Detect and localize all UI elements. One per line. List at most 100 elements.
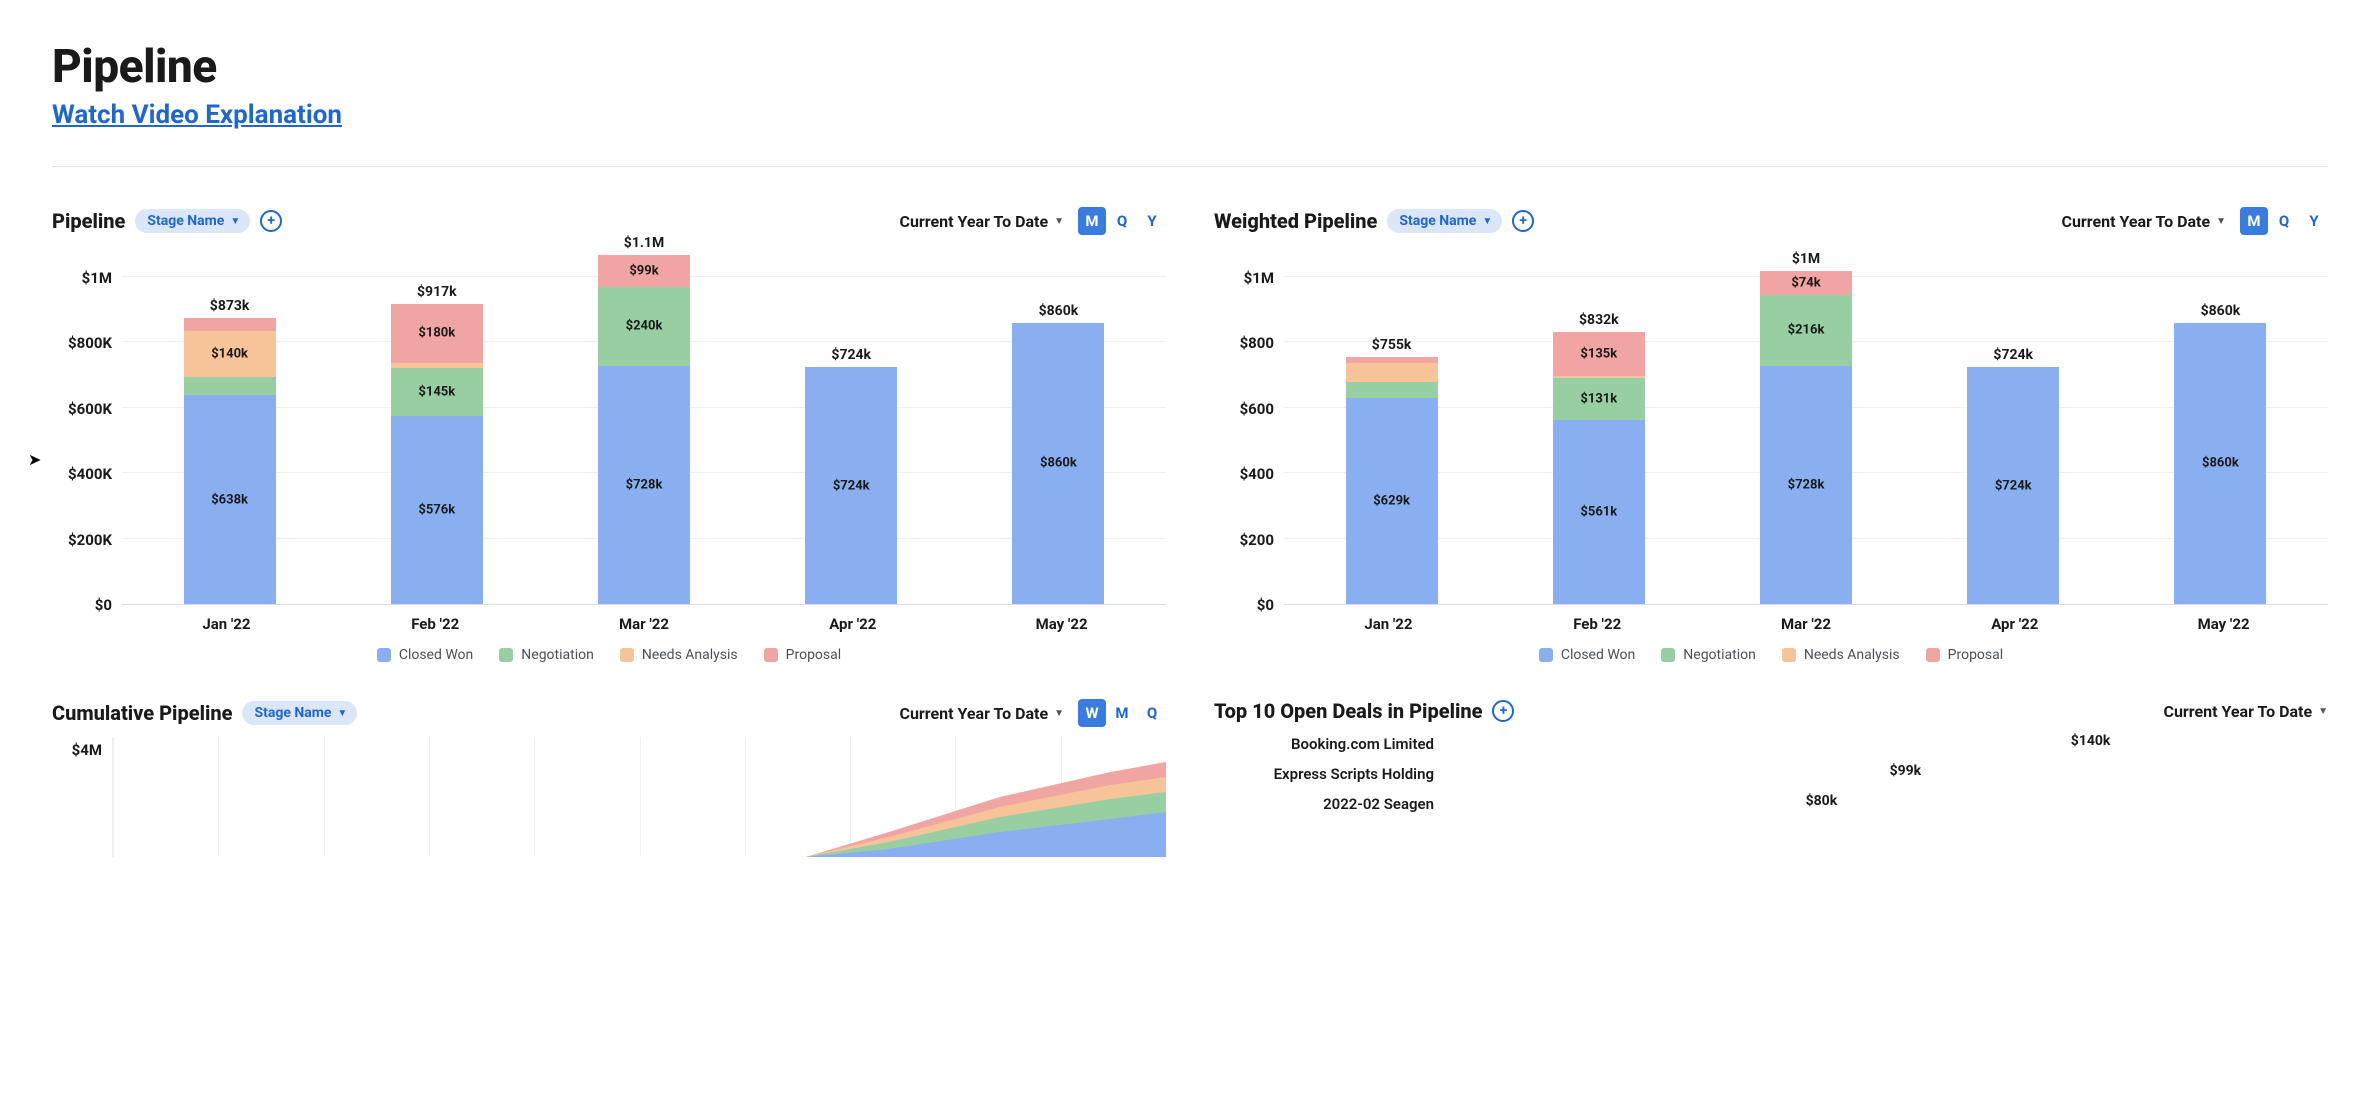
bar-segment-negotiation[interactable] bbox=[184, 377, 276, 395]
segment-value-label: $638k bbox=[211, 492, 248, 507]
bar-segment-needs_analysis[interactable] bbox=[1346, 363, 1438, 381]
period-tab-w[interactable]: W bbox=[1078, 699, 1106, 727]
bar-segment-closed_won[interactable]: $860k bbox=[1012, 323, 1104, 604]
segment-value-label: $99k bbox=[629, 264, 658, 279]
bar-segment-negotiation[interactable]: $145k bbox=[391, 368, 483, 415]
bar-segment-closed_won[interactable]: $561k bbox=[1553, 420, 1645, 604]
bar-segment-closed_won[interactable]: $860k bbox=[2174, 323, 2266, 604]
legend-label: Proposal bbox=[786, 647, 842, 663]
cumulative-pipeline-panel: Cumulative PipelineStage Name▼Current Ye… bbox=[52, 699, 1166, 857]
bar-segment-closed_won[interactable]: $728k bbox=[598, 366, 690, 604]
legend-item-proposal[interactable]: Proposal bbox=[764, 647, 842, 663]
bar-segment-negotiation[interactable]: $131k bbox=[1553, 378, 1645, 421]
deal-row[interactable]: Booking.com Limited$140k bbox=[1214, 733, 2328, 755]
bar-stack: $576k $145k $180k bbox=[391, 304, 483, 604]
legend-label: Needs Analysis bbox=[642, 647, 738, 663]
bar-column[interactable]: $917k$576k$145k$180k bbox=[333, 245, 540, 604]
date-range-dropdown[interactable]: Current Year To Date▼ bbox=[899, 704, 1064, 723]
bar-segment-negotiation[interactable]: $216k bbox=[1760, 295, 1852, 366]
bar-segment-closed_won[interactable]: $728k bbox=[1760, 366, 1852, 604]
legend-item-negotiation[interactable]: Negotiation bbox=[499, 647, 594, 663]
bar-segment-closed_won[interactable]: $724k bbox=[805, 367, 897, 604]
page-title: Pipeline bbox=[52, 40, 2328, 94]
x-label: Feb '22 bbox=[331, 615, 540, 633]
bar-segment-proposal[interactable] bbox=[1346, 357, 1438, 364]
bar-stack: $638k $140k bbox=[184, 318, 276, 604]
bar-stack: $629k bbox=[1346, 357, 1438, 604]
bar-column[interactable]: $755k$629k bbox=[1288, 245, 1495, 604]
period-tab-y[interactable]: Y bbox=[2300, 207, 2328, 235]
bar-total-label: $860k bbox=[2201, 303, 2241, 319]
bar-segment-needs_analysis[interactable] bbox=[391, 363, 483, 368]
bar-segment-closed_won[interactable]: $629k bbox=[1346, 398, 1438, 604]
period-tab-m[interactable]: M bbox=[1078, 207, 1106, 235]
segment-value-label: $140k bbox=[211, 347, 248, 362]
deal-name: Booking.com Limited bbox=[1214, 735, 1434, 753]
add-filter-button[interactable]: + bbox=[260, 210, 282, 232]
period-tab-q[interactable]: Q bbox=[1108, 207, 1136, 235]
bar-column[interactable]: $1.1M$728k$240k$99k bbox=[540, 245, 747, 604]
panel-header: Cumulative PipelineStage Name▼Current Ye… bbox=[52, 699, 1166, 727]
period-tab-q[interactable]: Q bbox=[2270, 207, 2298, 235]
legend-swatch bbox=[1661, 648, 1675, 662]
add-filter-button[interactable]: + bbox=[1512, 210, 1534, 232]
deal-row[interactable]: 2022-02 Seagen$80k bbox=[1214, 793, 2328, 815]
date-range-dropdown[interactable]: Current Year To Date▼ bbox=[2061, 212, 2226, 231]
legend-label: Negotiation bbox=[1683, 647, 1756, 663]
chevron-down-icon: ▼ bbox=[1054, 708, 1064, 719]
legend-item-closed_won[interactable]: Closed Won bbox=[1539, 647, 1635, 663]
bar-column[interactable]: $832k$561k$131k$135k bbox=[1495, 245, 1702, 604]
charts-row-2: Cumulative PipelineStage Name▼Current Ye… bbox=[52, 699, 2328, 857]
bar-segment-negotiation[interactable]: $240k bbox=[598, 287, 690, 366]
bar-segment-closed_won[interactable]: $724k bbox=[1967, 367, 2059, 604]
bar-segment-closed_won[interactable]: $576k bbox=[391, 416, 483, 605]
bar-column[interactable]: $1M$728k$216k$74k bbox=[1702, 245, 1909, 604]
deal-value: $80k bbox=[1806, 793, 1838, 809]
legend-item-closed_won[interactable]: Closed Won bbox=[377, 647, 473, 663]
legend-swatch bbox=[1539, 648, 1553, 662]
bar-column[interactable]: $724k$724k bbox=[748, 245, 955, 604]
bar-segment-needs_analysis[interactable] bbox=[1553, 376, 1645, 378]
period-tab-m[interactable]: M bbox=[2240, 207, 2268, 235]
date-range-dropdown[interactable]: Current Year To Date▼ bbox=[899, 212, 1064, 231]
bar-column[interactable]: $873k$638k$140k bbox=[126, 245, 333, 604]
period-tabs: MQY bbox=[2240, 207, 2328, 235]
deal-value: $99k bbox=[1890, 763, 1922, 779]
period-tab-y[interactable]: Y bbox=[1138, 207, 1166, 235]
bar-segment-needs_analysis[interactable]: $140k bbox=[184, 331, 276, 377]
stage-name-chip[interactable]: Stage Name▼ bbox=[1387, 209, 1502, 233]
panel-title: Weighted Pipeline bbox=[1214, 209, 1377, 233]
bar-segment-proposal[interactable] bbox=[184, 318, 276, 331]
bar-column[interactable]: $860k $860k bbox=[955, 245, 1162, 604]
legend-item-proposal[interactable]: Proposal bbox=[1926, 647, 2004, 663]
chart-plot: $873k$638k$140k$917k$576k$145k$180k$1.1M… bbox=[122, 245, 1166, 605]
y-axis: $1M$800K$600K$400K$200K$0 bbox=[52, 245, 122, 605]
chevron-down-icon: ▼ bbox=[2318, 706, 2328, 717]
bar-column[interactable]: $724k$724k bbox=[1910, 245, 2117, 604]
bar-segment-proposal[interactable]: $135k bbox=[1553, 332, 1645, 376]
period-tab-m[interactable]: M bbox=[1108, 699, 1136, 727]
bar-segment-closed_won[interactable]: $638k bbox=[184, 395, 276, 604]
bar-column[interactable]: $860k $860k bbox=[2117, 245, 2324, 604]
period-tab-q[interactable]: Q bbox=[1138, 699, 1166, 727]
date-range-dropdown[interactable]: Current Year To Date▼ bbox=[2163, 702, 2328, 721]
add-filter-button[interactable]: + bbox=[1492, 700, 1514, 722]
video-explanation-link[interactable]: Watch Video Explanation bbox=[52, 100, 342, 130]
bar-segment-proposal[interactable]: $180k bbox=[391, 304, 483, 363]
legend-item-needs_analysis[interactable]: Needs Analysis bbox=[1782, 647, 1900, 663]
area-plot[interactable] bbox=[112, 737, 1166, 857]
bar-total-label: $860k bbox=[1039, 303, 1079, 319]
legend-item-needs_analysis[interactable]: Needs Analysis bbox=[620, 647, 738, 663]
x-axis-labels: Jan '22Feb '22Mar '22Apr '22May '22 bbox=[122, 615, 1166, 633]
stage-name-chip[interactable]: Stage Name▼ bbox=[242, 701, 357, 725]
bar-segment-proposal[interactable]: $99k bbox=[598, 255, 690, 287]
deal-row[interactable]: Express Scripts Holding$99k bbox=[1214, 763, 2328, 785]
bar-total-label: $1.1M bbox=[624, 235, 664, 251]
bar-segment-proposal[interactable]: $74k bbox=[1760, 271, 1852, 295]
segment-value-label: $216k bbox=[1788, 323, 1825, 338]
bar-segment-negotiation[interactable] bbox=[1346, 382, 1438, 398]
segment-value-label: $74k bbox=[1791, 275, 1820, 290]
stage-name-chip[interactable]: Stage Name▼ bbox=[135, 209, 250, 233]
segment-value-label: $576k bbox=[418, 502, 455, 517]
legend-item-negotiation[interactable]: Negotiation bbox=[1661, 647, 1756, 663]
